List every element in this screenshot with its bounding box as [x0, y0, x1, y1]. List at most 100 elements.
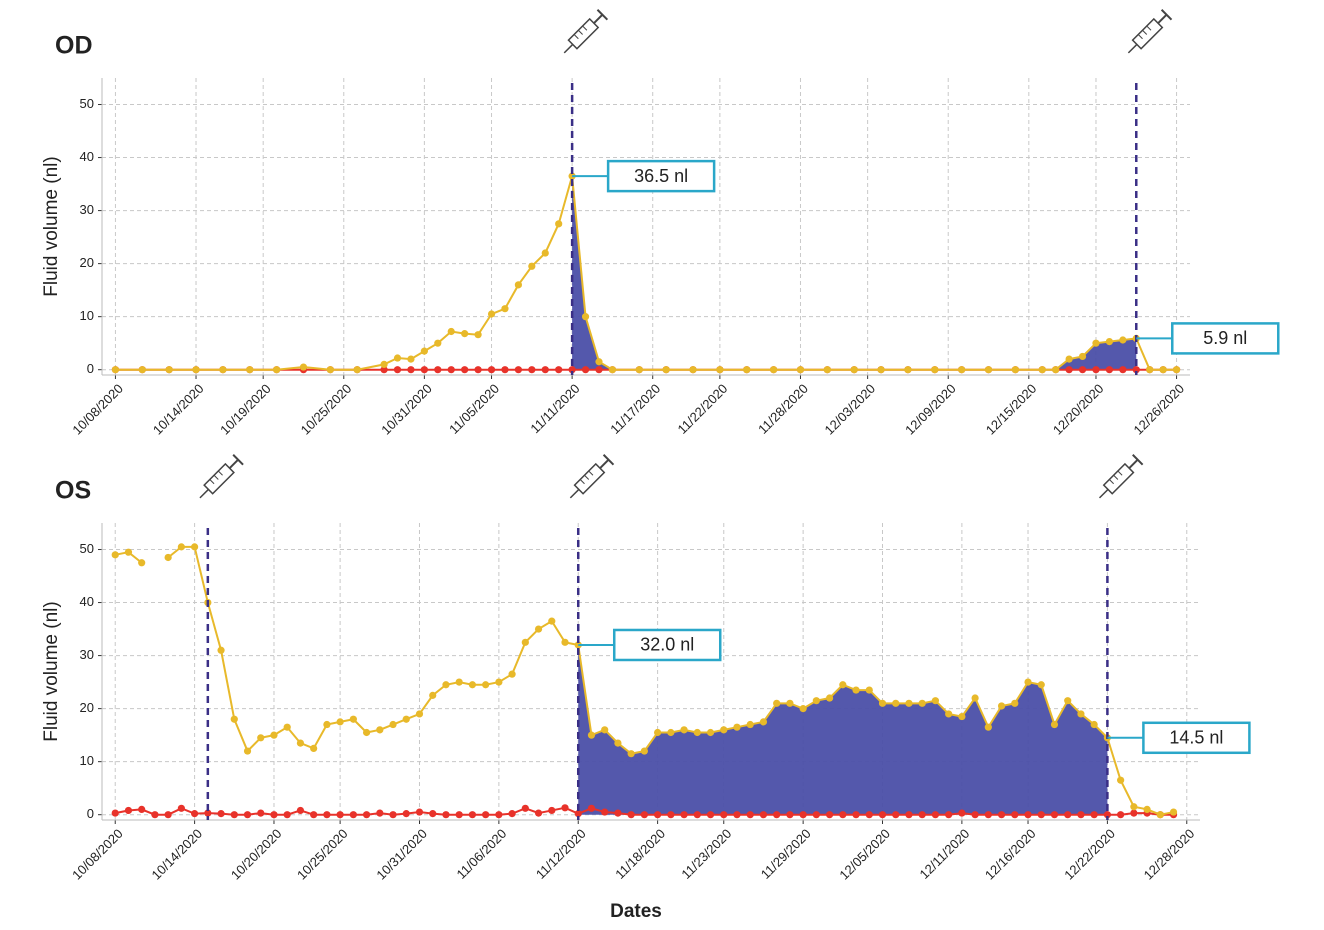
syringe-mark	[213, 474, 219, 480]
data-point	[389, 720, 397, 729]
x-tick-label: 11/29/2020	[758, 826, 814, 882]
x-tick-label: 11/23/2020	[678, 826, 734, 882]
data-point	[1119, 336, 1127, 344]
y-tick-label: 30	[80, 202, 94, 217]
data-point	[362, 728, 371, 737]
data-point	[124, 548, 133, 556]
x-tick-label: 10/14/2020	[149, 826, 206, 883]
y-tick-label: 50	[80, 541, 94, 556]
syringe-barrel	[567, 17, 600, 50]
syringe-mark	[1142, 29, 1148, 35]
y-tick-label: 20	[80, 700, 94, 715]
data-point	[1156, 811, 1164, 819]
y-tick-label: 20	[80, 255, 94, 270]
syringe-plunger	[593, 14, 604, 24]
data-point	[508, 670, 516, 678]
data-point	[706, 811, 715, 819]
data-point	[1117, 811, 1125, 819]
data-point	[548, 617, 556, 625]
data-point	[733, 811, 741, 819]
data-point	[124, 806, 133, 815]
data-point	[192, 366, 200, 374]
data-point	[746, 811, 754, 819]
data-point	[164, 811, 172, 819]
data-point	[693, 728, 701, 737]
data-point	[349, 715, 357, 723]
data-point	[1078, 352, 1087, 361]
data-point	[1146, 366, 1154, 374]
data-point	[310, 744, 318, 753]
data-point	[662, 366, 670, 374]
data-point	[528, 366, 536, 374]
syringe-barrel	[203, 462, 235, 495]
data-point	[1064, 811, 1072, 819]
data-point	[1077, 811, 1085, 819]
data-point	[402, 715, 410, 723]
data-point	[514, 366, 522, 374]
data-point	[1090, 720, 1098, 729]
data-point	[402, 810, 410, 818]
data-point	[487, 366, 496, 374]
data-point	[407, 355, 415, 363]
syringe-handle	[602, 454, 615, 466]
y-tick-label: 40	[80, 594, 94, 609]
syringe-mark	[1117, 470, 1123, 476]
data-point	[420, 366, 428, 374]
data-point	[561, 638, 569, 646]
data-point	[528, 262, 536, 270]
data-point	[958, 712, 966, 721]
annotation-label: 36.5 nl	[634, 166, 688, 186]
treated-area	[572, 176, 613, 370]
data-point	[310, 811, 318, 819]
data-point	[971, 811, 979, 819]
data-point	[501, 366, 509, 374]
data-point	[905, 811, 913, 819]
data-point	[720, 811, 728, 819]
x-tick-label: 10/25/2020	[294, 826, 351, 883]
data-point	[825, 694, 834, 702]
data-point	[945, 811, 953, 819]
data-point	[796, 366, 805, 374]
data-point	[904, 366, 912, 374]
annotation-box	[606, 159, 716, 193]
data-point	[326, 366, 334, 374]
x-tick-label: 10/25/2020	[298, 381, 355, 438]
data-point	[389, 811, 397, 819]
data-point	[1169, 808, 1178, 816]
series-line	[115, 175, 1177, 371]
data-point	[823, 366, 831, 374]
data-point	[219, 366, 227, 374]
data-point	[1105, 366, 1114, 374]
data-point	[852, 811, 860, 819]
data-point	[1024, 811, 1032, 819]
x-tick-label: 12/26/2020	[1130, 381, 1187, 438]
data-point	[680, 726, 688, 734]
data-point	[138, 805, 146, 813]
data-point	[461, 330, 469, 338]
data-point	[720, 726, 728, 734]
data-point	[415, 808, 424, 816]
data-point	[296, 739, 305, 747]
data-point	[1159, 366, 1167, 374]
x-tick-label: 12/28/2020	[1141, 826, 1198, 883]
data-point	[151, 811, 159, 819]
data-point	[230, 715, 238, 723]
x-tick-label: 11/06/2020	[453, 826, 509, 882]
data-point	[376, 726, 384, 734]
data-point	[111, 366, 120, 374]
data-point	[534, 625, 543, 633]
syringe-mark	[1146, 25, 1152, 31]
data-point	[521, 638, 529, 646]
data-point	[323, 811, 331, 819]
data-point	[746, 720, 754, 729]
data-point	[812, 811, 820, 819]
data-point	[1037, 811, 1045, 819]
data-point	[191, 543, 199, 551]
data-point	[447, 366, 455, 374]
syringe-mark	[209, 479, 215, 485]
data-point	[461, 366, 469, 374]
data-point	[165, 366, 173, 374]
data-point	[997, 702, 1006, 710]
